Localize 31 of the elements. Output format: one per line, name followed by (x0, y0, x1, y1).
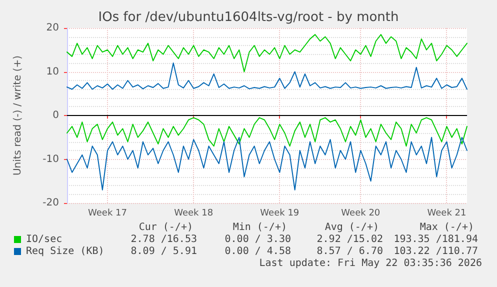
text: 8.09 / 5.91 (130, 246, 197, 258)
line-series (66, 136, 468, 190)
line-series (66, 117, 468, 147)
text: Min (-/+) (232, 222, 287, 234)
y-tick-label: 10 (46, 66, 59, 78)
text: 0.00 / 3.30 (224, 234, 291, 246)
y-axis-title: Units read (-) / write (+) (12, 55, 24, 176)
chart-title: IOs for /dev/ubuntu1604lts-vg/root - by month (98, 10, 399, 25)
text: 103.22 /110.77 (394, 246, 478, 258)
line-series (66, 62, 468, 90)
text: 8.57 / 6.70 (316, 246, 383, 258)
legend-label: IO/sec (26, 234, 62, 246)
x-tick-label: Week 21 (427, 208, 466, 218)
legend-label: Req Size (KB) (26, 246, 104, 258)
text: Max (-/+) (420, 222, 474, 234)
line-series (66, 34, 468, 72)
text: Last update: Fri May 22 03:35:36 2026 (259, 258, 482, 270)
x-tick-label: Week 18 (174, 208, 214, 218)
text: 193.35 /181.94 (394, 234, 478, 246)
x-tick-label: Week 17 (88, 208, 127, 218)
text: 0.00 / 4.58 (224, 246, 291, 258)
x-tick-label: Week 20 (341, 208, 380, 218)
text: Avg (-/+) (324, 222, 379, 234)
y-tick-label: -20 (42, 198, 59, 208)
text: Cur (-/+) (138, 222, 193, 234)
y-tick-label: 0 (52, 110, 59, 121)
text: 2.78 /16.53 (130, 234, 197, 246)
y-tick-label: -10 (42, 154, 59, 165)
x-tick-label: Week 19 (260, 208, 300, 218)
y-tick-label: 20 (46, 22, 59, 34)
text: 2.92 /15.02 (316, 234, 383, 246)
